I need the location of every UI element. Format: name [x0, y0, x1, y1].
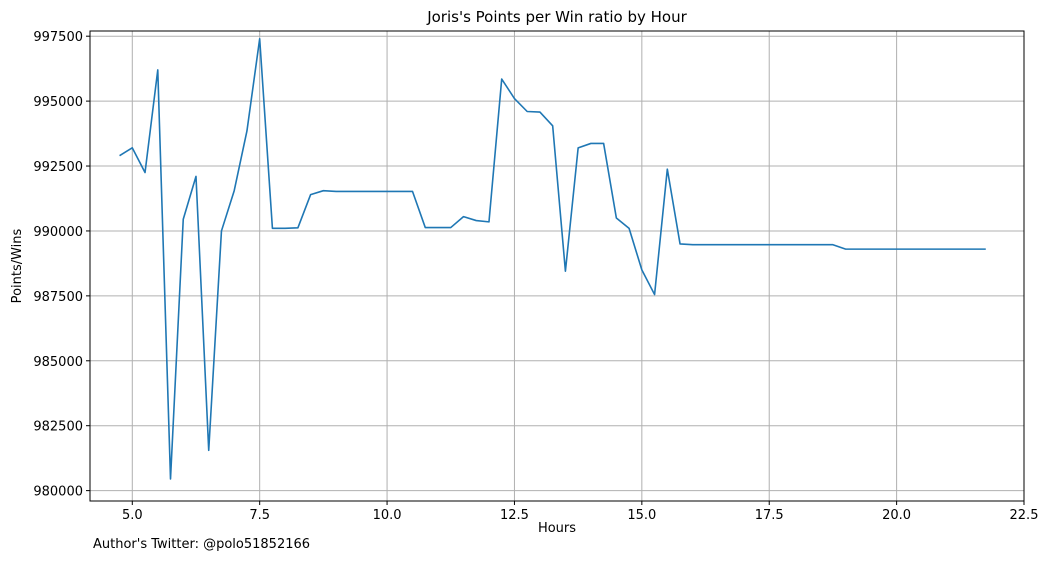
x-axis: 5.0 7.5 10.0 12.5 15.0 17.5 20.0 22.5: [122, 501, 1039, 523]
x-tick-label: 7.5: [249, 508, 270, 523]
x-tick-label: 12.5: [500, 508, 529, 523]
series-line: [119, 37, 986, 480]
x-tick-label: 20.0: [882, 508, 911, 523]
chart-title: Joris's Points per Win ratio by Hour: [426, 8, 687, 26]
y-tick-label: 990000: [33, 225, 83, 240]
y-tick-label: 992500: [33, 160, 83, 175]
y-tick-label: 982500: [33, 420, 83, 435]
x-tick-label: 15.0: [627, 508, 656, 523]
x-tick-label: 22.5: [1010, 508, 1039, 523]
y-tick-label: 995000: [33, 95, 83, 110]
y-tick-label: 987500: [33, 290, 83, 305]
y-tick-label: 997500: [33, 30, 83, 45]
plot-area-frame: [89, 30, 1025, 502]
series-group: [119, 37, 986, 480]
author-twitter-caption: Author's Twitter: @polo51852166: [93, 537, 311, 552]
y-axis-label: Points/Wins: [10, 228, 25, 303]
y-tick-label: 980000: [33, 485, 83, 500]
y-axis: 980000 982500 985000 987500 990000 992500 9950…: [33, 30, 90, 500]
x-axis-label: Hours: [538, 521, 576, 536]
y-tick-label: 985000: [33, 355, 83, 370]
grid: [90, 31, 1025, 501]
line-chart: Joris's Points per Win ratio by Hour 5.0…: [10, 8, 1039, 536]
x-tick-label: 5.0: [122, 508, 143, 523]
x-tick-label: 17.5: [755, 508, 784, 523]
x-tick-label: 10.0: [373, 508, 402, 523]
